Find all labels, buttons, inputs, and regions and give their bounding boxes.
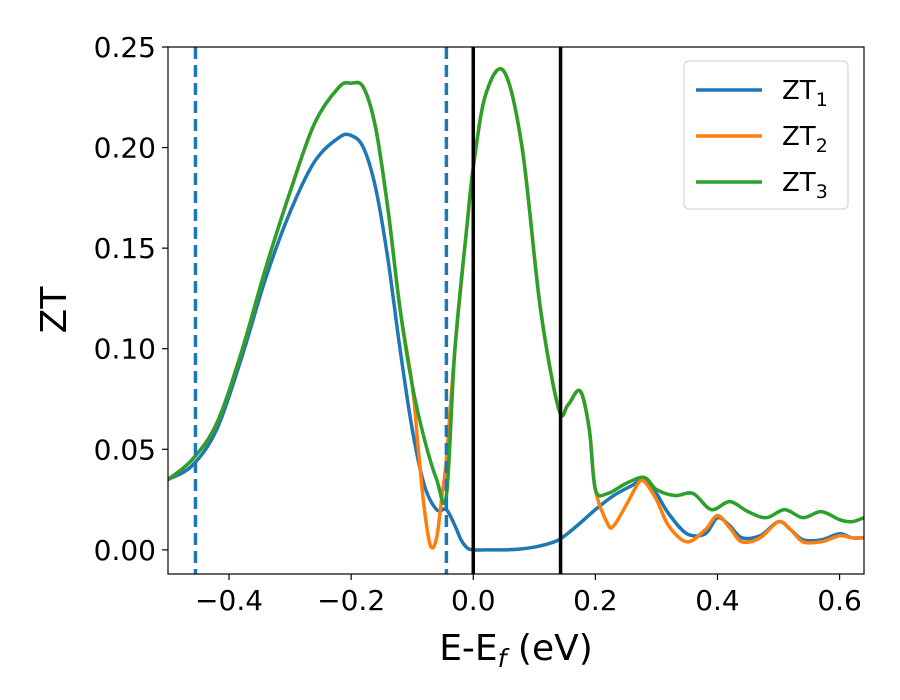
legend-label-zt1: ZT1 (782, 76, 828, 111)
y-tick-label: 0.20 (94, 132, 156, 165)
series-line-zt1 (168, 132, 864, 552)
vertical-lines (193, 47, 563, 574)
x-tick-label: −0.4 (195, 584, 263, 617)
y-axis-ticks: 0.00 0.05 0.10 0.15 0.20 0.25 (94, 31, 168, 567)
y-tick-label: 0.10 (94, 333, 156, 366)
y-tick-label: 0.25 (94, 31, 156, 64)
x-axis-ticks: −0.4 −0.2 0.0 0.2 0.4 0.6 (195, 574, 862, 617)
series-line-zt3 (168, 67, 864, 524)
x-tick-label: 0.4 (695, 584, 740, 617)
y-tick-label: 0.00 (94, 534, 156, 567)
x-tick-label: 0.0 (451, 584, 496, 617)
legend-label-zt2: ZT2 (782, 122, 828, 157)
x-tick-label: −0.2 (317, 584, 385, 617)
plot-frame (167, 46, 865, 575)
legend: ZT1 ZT2 ZT3 (683, 60, 849, 210)
x-tick-label: 0.2 (573, 584, 618, 617)
x-tick-label: 0.6 (817, 584, 862, 617)
y-tick-label: 0.15 (94, 232, 156, 265)
series-layer (168, 67, 864, 552)
y-tick-label: 0.05 (94, 433, 156, 466)
legend-label-zt3: ZT3 (782, 168, 828, 203)
y-axis-label: ZT (34, 286, 75, 334)
legend-box (683, 60, 849, 210)
x-axis-label: E-Ef (eV) (439, 628, 593, 673)
